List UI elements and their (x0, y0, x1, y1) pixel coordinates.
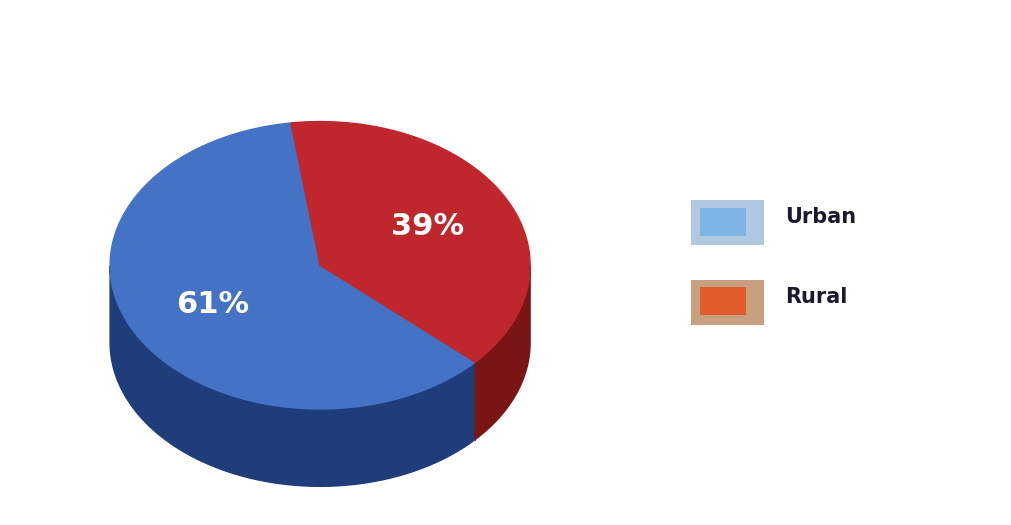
Bar (691, 200, 763, 246)
Polygon shape (290, 122, 530, 362)
Bar (700, 208, 745, 236)
Text: Rural: Rural (785, 287, 847, 307)
Text: Urban: Urban (785, 207, 855, 227)
Text: 61%: 61% (176, 290, 249, 319)
Bar (691, 279, 763, 325)
Polygon shape (110, 266, 475, 486)
Text: 39%: 39% (391, 212, 464, 241)
Bar (700, 287, 745, 316)
Polygon shape (110, 123, 475, 409)
Polygon shape (475, 266, 530, 439)
